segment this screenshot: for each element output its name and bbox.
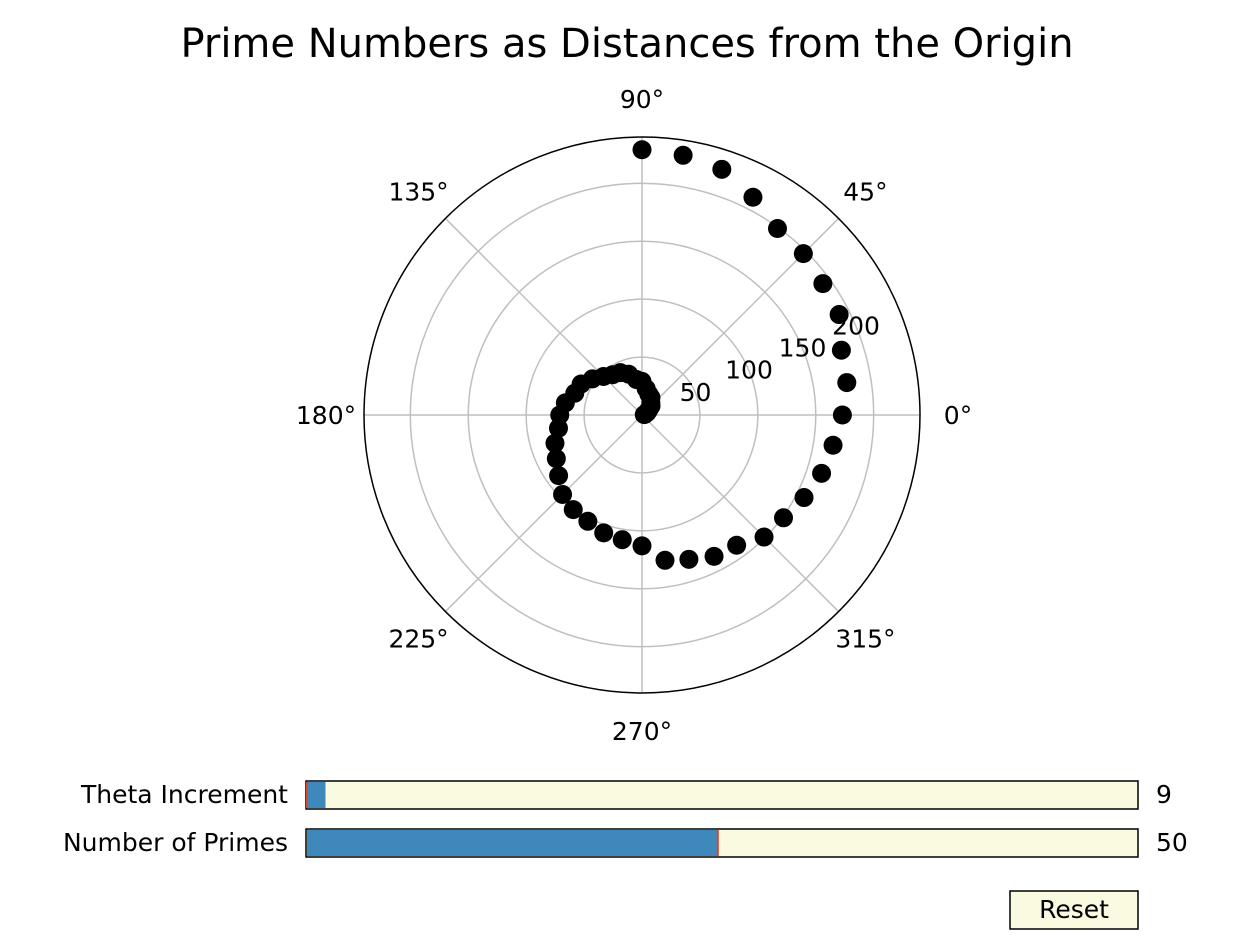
prime-point	[793, 244, 813, 264]
theta-tick-label: 0°	[944, 401, 972, 430]
prime-point	[673, 145, 693, 165]
prime-point	[727, 535, 747, 555]
prime-point	[594, 523, 614, 543]
prime-point	[632, 536, 652, 556]
chart-title: Prime Numbers as Distances from the Orig…	[180, 21, 1073, 67]
prime-point	[831, 340, 851, 360]
prime-point	[545, 433, 565, 453]
theta-tick-label: 180°	[296, 401, 356, 430]
prime-point	[767, 219, 787, 239]
prime-point	[712, 159, 732, 179]
number-of-primes-fill	[307, 830, 718, 856]
prime-point	[743, 187, 763, 207]
theta-tick-label: 270°	[612, 717, 672, 746]
prime-point	[546, 449, 566, 469]
prime-point	[829, 305, 849, 325]
prime-point	[679, 549, 699, 569]
prime-point	[774, 508, 794, 528]
theta-tick-label: 90°	[620, 85, 664, 114]
theta-tick-label: 45°	[843, 178, 887, 207]
prime-point	[655, 550, 675, 570]
r-tick-label: 50	[680, 378, 712, 407]
polar-frame	[363, 136, 921, 694]
prime-point	[548, 418, 568, 438]
number-of-primes-slider[interactable]: Number of Primes 50	[63, 828, 1188, 858]
prime-point	[632, 140, 652, 160]
prime-point	[813, 274, 833, 294]
prime-point	[832, 405, 852, 425]
prime-point	[563, 500, 583, 520]
theta-tick-label: 315°	[835, 624, 895, 653]
angular-gridline	[444, 217, 643, 416]
reset-button-label: Reset	[1039, 895, 1109, 924]
theta-increment-value: 9	[1156, 780, 1172, 809]
theta-increment-slider[interactable]: Theta Increment 9	[80, 780, 1172, 810]
angular-gridline	[641, 414, 840, 613]
prime-point	[754, 527, 774, 547]
prime-point	[553, 484, 573, 504]
prime-point	[794, 488, 814, 508]
theta-tick-label: 225°	[388, 624, 448, 653]
number-of-primes-label: Number of Primes	[63, 828, 288, 857]
r-tick-label: 200	[832, 311, 880, 340]
prime-point	[578, 511, 598, 531]
prime-point	[812, 463, 832, 483]
prime-point	[549, 466, 569, 486]
angular-gridline	[444, 414, 643, 613]
number-of-primes-value: 50	[1156, 828, 1188, 857]
theta-increment-label: Theta Increment	[80, 780, 288, 809]
r-tick-label: 150	[779, 334, 827, 363]
r-tick-label: 100	[725, 356, 773, 385]
reset-button[interactable]: Reset	[1009, 890, 1139, 930]
prime-point	[823, 435, 843, 455]
prime-point	[612, 530, 632, 550]
theta-increment-track[interactable]	[305, 780, 1139, 810]
prime-point	[704, 546, 724, 566]
prime-point	[837, 373, 857, 393]
theta-tick-label: 135°	[388, 178, 448, 207]
theta-increment-fill	[307, 782, 326, 808]
